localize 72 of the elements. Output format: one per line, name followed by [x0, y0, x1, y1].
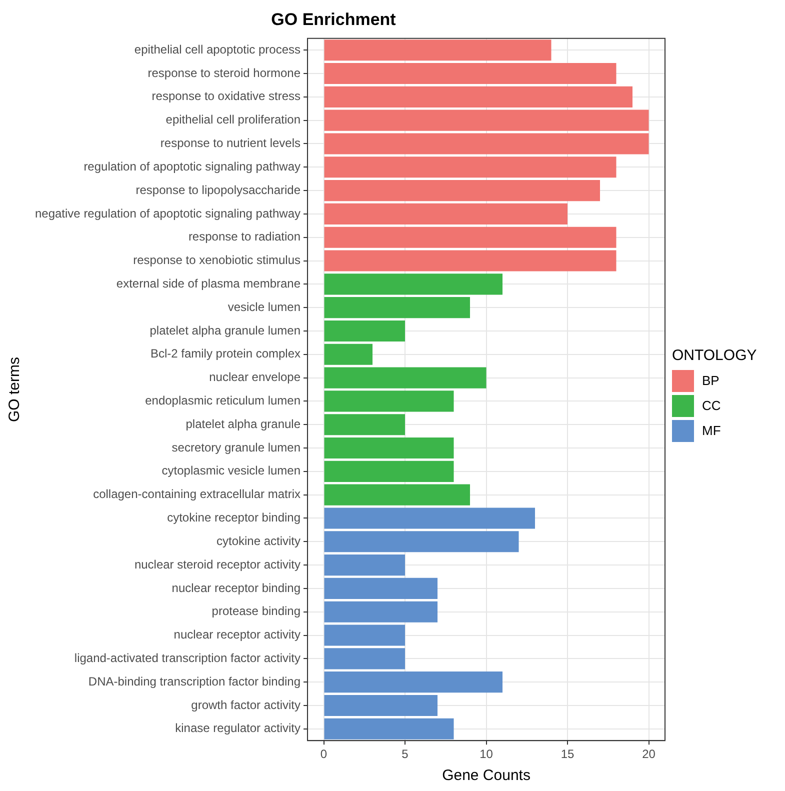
y-tick-label: platelet alpha granule lumen	[150, 323, 301, 338]
bar	[324, 554, 406, 576]
chart-title: GO Enrichment	[271, 10, 396, 29]
y-tick-label: regulation of apoptotic signaling pathway	[84, 159, 301, 174]
bar	[324, 86, 632, 108]
y-tick-label: DNA-binding transcription factor binding	[88, 674, 301, 688]
y-tick-label: response to radiation	[188, 230, 301, 244]
x-tick-label: 10	[480, 747, 494, 762]
bar	[324, 531, 519, 552]
bar	[324, 40, 552, 61]
bar	[324, 437, 454, 459]
y-tick-label: ligand-activated transcription factor activity	[74, 650, 301, 665]
bar	[324, 414, 406, 436]
x-tick-label: 5	[402, 747, 409, 762]
y-tick-label: cytokine activity	[216, 534, 301, 548]
bar	[324, 484, 470, 506]
y-tick-label: epithelial cell proliferation	[166, 112, 301, 127]
bar	[324, 718, 454, 740]
bar	[324, 367, 486, 388]
y-tick-label: kinase regulator activity	[175, 721, 301, 736]
y-tick-label: response to lipopolysaccharide	[136, 182, 301, 197]
y-tick-label: response to steroid hormone	[148, 66, 301, 80]
bar	[324, 694, 438, 716]
bar	[324, 274, 503, 295]
y-tick-label: response to oxidative stress	[152, 89, 301, 104]
bar	[324, 344, 373, 365]
y-tick-label: cytoplasmic vesicle lumen	[162, 464, 301, 478]
bar	[324, 578, 438, 599]
legend-label: CC	[702, 398, 721, 413]
y-tick-label: negative regulation of apoptotic signaling pathway	[34, 206, 301, 220]
y-axis-title: GO terms	[6, 356, 24, 422]
x-axis-title: Gene Counts	[442, 767, 530, 784]
legend-label: BP	[702, 373, 720, 388]
y-tick-label: epithelial cell apoptotic process	[134, 42, 301, 56]
y-tick-label: external side of plasma membrane	[116, 276, 301, 290]
bar	[324, 133, 649, 154]
bar	[324, 110, 649, 131]
bar	[324, 672, 503, 693]
y-tick-label: response to nutrient levels	[160, 136, 301, 150]
bar	[324, 648, 406, 670]
bar	[324, 390, 454, 412]
y-tick-label: secretory granule lumen	[172, 440, 301, 454]
y-tick-label: nuclear receptor activity	[174, 628, 301, 642]
y-tick-label: nuclear receptor binding	[172, 580, 301, 595]
x-tick-label: 15	[560, 747, 574, 762]
y-tick-label: endoplasmic reticulum lumen	[145, 394, 301, 408]
y-tick-label: vesicle lumen	[228, 300, 301, 314]
x-tick-label: 0	[320, 747, 328, 762]
bar	[324, 320, 406, 342]
legend-label: MF	[702, 423, 721, 438]
bar	[324, 226, 616, 248]
x-tick-label: 20	[642, 747, 656, 762]
bar	[324, 297, 470, 318]
y-tick-label: nuclear steroid receptor activity	[134, 557, 301, 572]
y-tick-label: response to xenobiotic stimulus	[133, 253, 301, 268]
y-tick-label: collagen-containing extracellular matrix	[93, 487, 301, 502]
bar	[324, 508, 536, 529]
y-tick-label: growth factor activity	[191, 698, 301, 712]
legend-title: ONTOLOGY	[672, 346, 758, 364]
bar	[324, 156, 616, 178]
bar	[324, 180, 600, 202]
y-tick-label: cytokine receptor binding	[167, 510, 301, 525]
bar	[324, 460, 454, 482]
y-tick-label: nuclear envelope	[209, 370, 301, 384]
y-tick-label: Bcl-2 family protein complex	[150, 346, 301, 361]
bar	[324, 624, 406, 646]
bar	[324, 601, 438, 622]
y-tick-label: protease binding	[212, 604, 301, 618]
bar	[324, 250, 616, 272]
bar	[324, 62, 616, 84]
y-tick-label: platelet alpha granule	[186, 416, 301, 431]
bar	[324, 203, 568, 224]
